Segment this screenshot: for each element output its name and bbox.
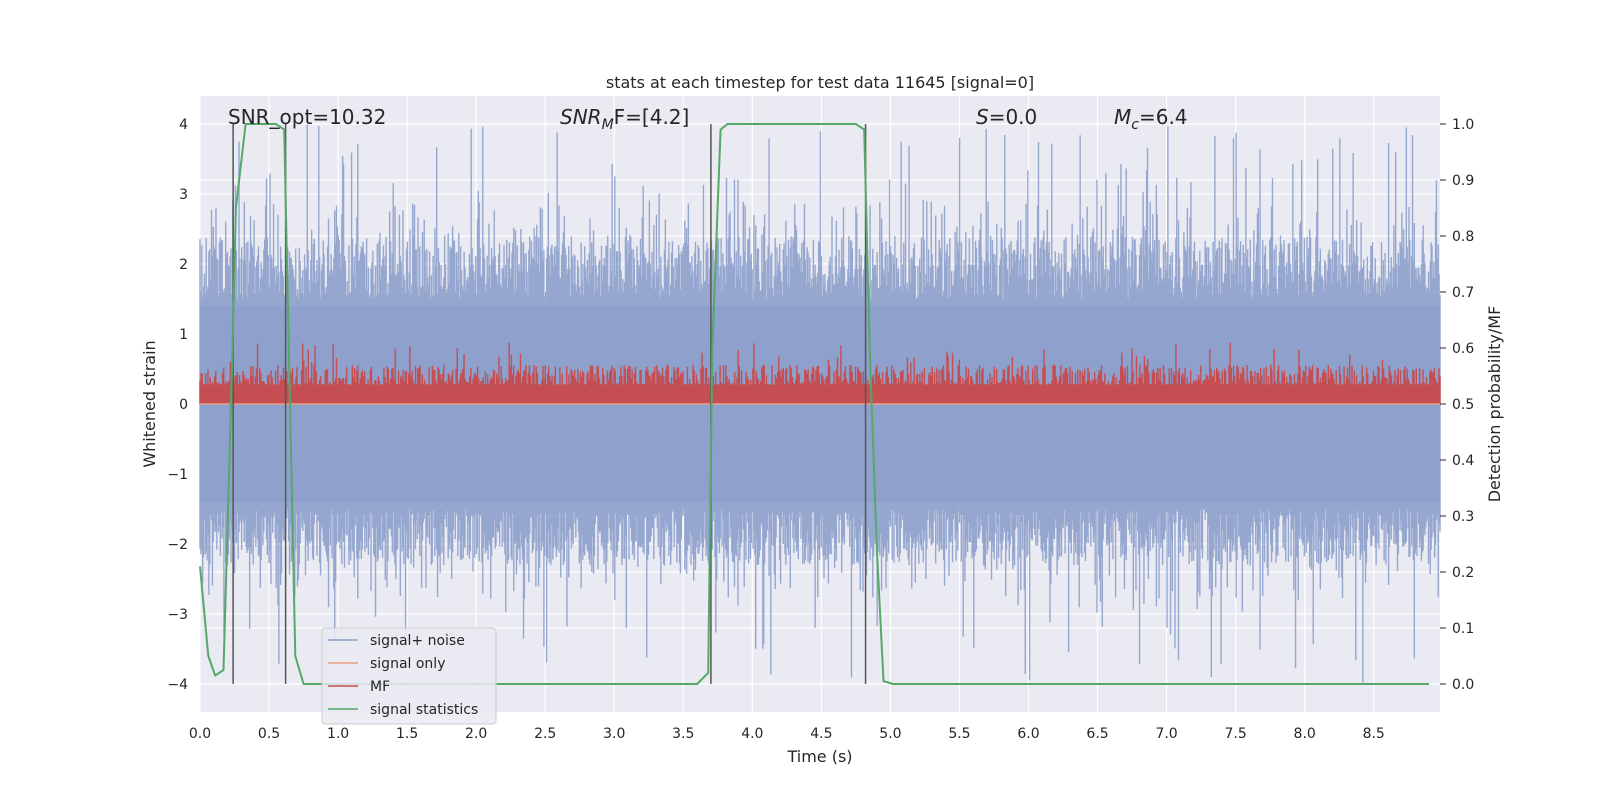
x-tick-label: 6.5 xyxy=(1086,726,1108,742)
y-tick-label-right: 0.1 xyxy=(1452,621,1474,637)
y-tick-label-right: 0.0 xyxy=(1452,677,1474,693)
y-tick-label-left: −4 xyxy=(167,677,188,693)
x-tick-label: 1.0 xyxy=(327,726,349,742)
y-tick-label-right: 0.9 xyxy=(1452,173,1474,189)
x-tick-label: 8.5 xyxy=(1363,726,1385,742)
x-tick-label: 7.5 xyxy=(1225,726,1247,742)
y-axis-label-left: Whitened strain xyxy=(140,340,159,467)
signal-statistics-series xyxy=(199,123,1429,685)
y-axis-label-right: Detection probability/MF xyxy=(1485,306,1504,503)
y-tick-label-right: 0.6 xyxy=(1452,341,1474,357)
mf-line xyxy=(199,342,1441,404)
x-tick-labels: 0.0 0.5 1.0 1.5 2.0 2.5 3.0 3.5 4.0 4.5 5.0 5.5 6.0 6… xyxy=(189,726,1385,742)
y-tick-label-right: 0.7 xyxy=(1452,285,1474,301)
legend-label-signal-statistics: signal statistics xyxy=(370,702,478,718)
x-tick-label: 2.5 xyxy=(534,726,556,742)
y-tick-label-right: 0.8 xyxy=(1452,229,1474,245)
y-tick-label-left: −2 xyxy=(167,537,188,553)
chart-title: stats at each timestep for test data 116… xyxy=(606,73,1034,92)
y-tick-label-left: 2 xyxy=(179,257,188,273)
x-tick-label: 8.0 xyxy=(1294,726,1316,742)
x-tick-label: 6.0 xyxy=(1017,726,1039,742)
signal-statistics-line xyxy=(199,123,1429,685)
x-tick-label: 7.0 xyxy=(1155,726,1177,742)
x-tick-label: 0.5 xyxy=(258,726,280,742)
legend-label-mf: MF xyxy=(370,679,390,695)
y-tick-label-left: 3 xyxy=(179,187,188,203)
y-tick-labels-right: 0.0 0.1 0.2 0.3 0.4 0.5 0.6 0.7 0.8 0.9 1.0 xyxy=(1440,117,1474,693)
x-tick-label: 1.5 xyxy=(396,726,418,742)
y-tick-label-left: −3 xyxy=(167,607,188,623)
y-tick-label-left: 1 xyxy=(179,327,188,343)
x-tick-label: 2.0 xyxy=(465,726,487,742)
y-tick-label-right: 0.3 xyxy=(1452,509,1474,525)
y-tick-label-left: 4 xyxy=(179,117,188,133)
legend-label-signal-only: signal only xyxy=(370,656,445,672)
annotation-s: S=0.0 xyxy=(976,105,1037,129)
x-tick-label: 5.5 xyxy=(948,726,970,742)
y-tick-label-left: 0 xyxy=(179,397,188,413)
y-tick-label-right: 0.2 xyxy=(1452,565,1474,581)
annotation-snr-mf: SNRMF=[4.2] xyxy=(560,105,689,133)
y-tick-labels-left: −4 −3 −2 −1 0 1 2 3 4 xyxy=(167,117,188,693)
x-tick-label: 4.0 xyxy=(741,726,763,742)
y-tick-label-right: 1.0 xyxy=(1452,117,1474,133)
x-tick-label: 3.0 xyxy=(603,726,625,742)
legend: signal+ noise signal only MF signal stat… xyxy=(321,627,497,725)
x-tick-label: 5.0 xyxy=(879,726,901,742)
x-tick-label: 3.5 xyxy=(672,726,694,742)
legend-label-signal-noise: signal+ noise xyxy=(370,633,465,649)
x-axis-label: Time (s) xyxy=(786,747,852,766)
x-tick-label: 4.5 xyxy=(810,726,832,742)
legend-box xyxy=(321,627,497,725)
x-tick-label: 0.0 xyxy=(189,726,211,742)
annotation-snr-opt: SNR_opt=10.32 xyxy=(228,105,386,129)
y-tick-label-right: 0.4 xyxy=(1452,453,1474,469)
y-tick-label-right: 0.5 xyxy=(1452,397,1474,413)
annotation-mc: Mc=6.4 xyxy=(1114,105,1188,133)
mf-series xyxy=(199,342,1441,404)
y-tick-label-left: −1 xyxy=(167,467,188,483)
